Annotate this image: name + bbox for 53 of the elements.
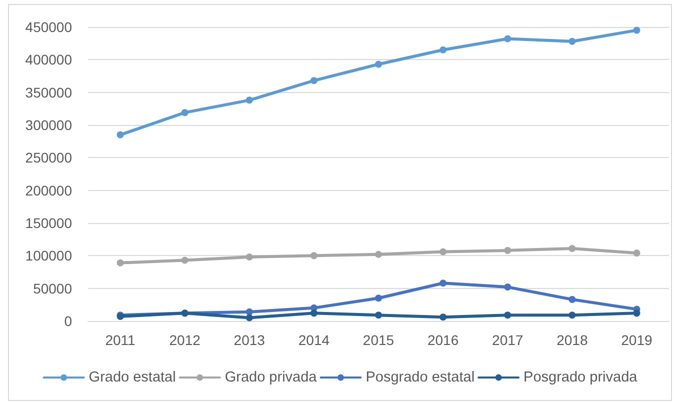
x-tick-label: 2016 bbox=[427, 332, 459, 348]
y-tick-label: 150000 bbox=[25, 215, 72, 231]
x-tick-label: 2018 bbox=[556, 332, 588, 348]
point bbox=[568, 312, 576, 319]
point bbox=[633, 250, 640, 257]
y-tick-label: 450000 bbox=[25, 19, 72, 35]
point bbox=[440, 314, 447, 321]
x-tick-label: 2015 bbox=[362, 332, 394, 348]
y-tick-label: 0 bbox=[64, 313, 72, 329]
point bbox=[310, 252, 318, 260]
point bbox=[310, 310, 318, 317]
legend-label: Posgrado estatal bbox=[366, 370, 475, 386]
y-tick-label: 200000 bbox=[25, 182, 72, 198]
y-tick-label: 350000 bbox=[25, 84, 72, 100]
point bbox=[633, 26, 640, 34]
point bbox=[310, 77, 318, 84]
x-tick-label: 2014 bbox=[298, 332, 330, 348]
point bbox=[246, 308, 253, 316]
point bbox=[633, 310, 640, 317]
point bbox=[246, 96, 253, 104]
x-tick-label: 2013 bbox=[234, 332, 266, 348]
point bbox=[504, 284, 512, 291]
x-tick-label: 2017 bbox=[492, 332, 524, 348]
y-tick-label: 100000 bbox=[25, 248, 72, 264]
point bbox=[181, 256, 188, 264]
y-tick-label: 50000 bbox=[33, 280, 72, 296]
point bbox=[116, 259, 124, 266]
point bbox=[440, 46, 447, 54]
point bbox=[246, 253, 253, 260]
point bbox=[504, 312, 512, 319]
x-tick-label: 2011 bbox=[105, 332, 136, 348]
point bbox=[181, 109, 188, 116]
point bbox=[375, 60, 382, 68]
y-tick-label: 400000 bbox=[25, 52, 72, 68]
point bbox=[568, 244, 576, 252]
point bbox=[568, 296, 576, 303]
point bbox=[440, 248, 447, 256]
point bbox=[375, 294, 382, 302]
legend-label: Grado privada bbox=[224, 370, 318, 386]
point bbox=[504, 35, 512, 42]
point bbox=[116, 131, 124, 138]
y-tick-label: 250000 bbox=[25, 150, 72, 166]
x-tick-label: 2019 bbox=[621, 332, 653, 348]
point bbox=[504, 246, 512, 254]
y-tick-label: 300000 bbox=[25, 117, 72, 133]
point bbox=[440, 280, 447, 287]
legend-label: Grado estatal bbox=[88, 370, 176, 386]
point bbox=[375, 312, 382, 319]
point bbox=[246, 314, 253, 322]
point bbox=[375, 250, 382, 258]
x-tick-label: 2012 bbox=[169, 332, 201, 348]
legend-label: Posgrado privada bbox=[524, 370, 638, 386]
point bbox=[568, 38, 576, 45]
